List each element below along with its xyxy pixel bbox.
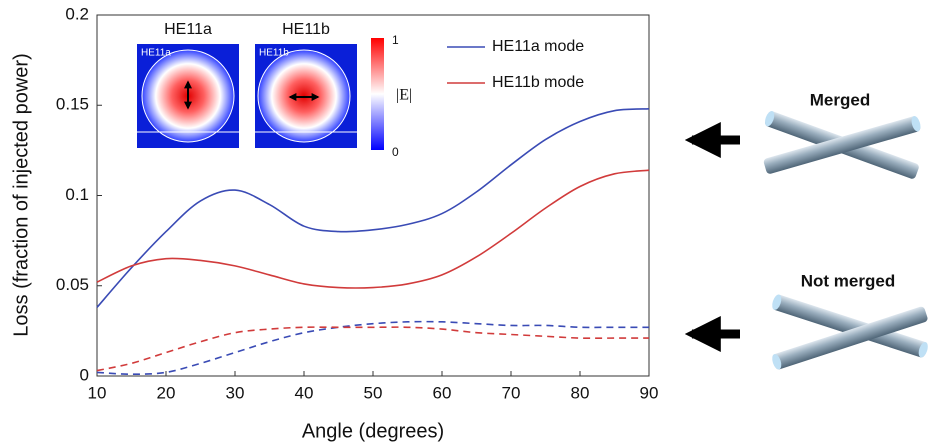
inset-title: HE11a [164,21,212,38]
x-tick-label: 80 [571,383,590,402]
inset-title: HE11b [282,21,330,38]
series-line [96,108,650,308]
x-tick-label: 40 [295,383,314,402]
not-merged-cylinders [772,294,928,370]
y-axis-title: Loss (fraction of injected power) [10,53,32,336]
merged-label: Merged [810,90,870,109]
legend-label: HE11a mode [492,38,584,55]
colorbar-min: 0 [392,145,399,159]
y-tick-label: 0.15 [56,95,89,114]
inset: HE11a HE11a HE11b HE11b 1 0 |E| [137,21,412,159]
x-axis-title: Angle (degrees) [302,420,444,442]
y-tick-label: 0.05 [56,275,89,294]
illustrations: Merged Not merged [684,90,928,370]
legend-label: HE11b mode [492,74,584,91]
not-merged-label: Not merged [801,271,895,290]
merged-cylinders [763,111,921,179]
colorbar-max: 1 [392,33,399,47]
heatmap-label: HE11a [141,48,171,59]
heatmap-label: HE11b [259,48,289,59]
x-tick-label: 10 [88,383,107,402]
y-tick-label: 0.1 [65,185,89,204]
x-tick-label: 20 [157,383,176,402]
x-tick-label: 30 [226,383,245,402]
x-tick-label: 90 [640,383,659,402]
series-line [96,320,649,375]
x-tick-label: 60 [433,383,452,402]
y-tick-label: 0.2 [65,4,89,23]
x-tick-label: 70 [502,383,521,402]
series-line [96,326,649,372]
y-tick-label: 0 [80,365,89,384]
series-line [96,169,650,289]
colorbar [371,38,384,150]
x-tick-label: 50 [364,383,383,402]
colorbar-label: |E| [396,87,412,104]
